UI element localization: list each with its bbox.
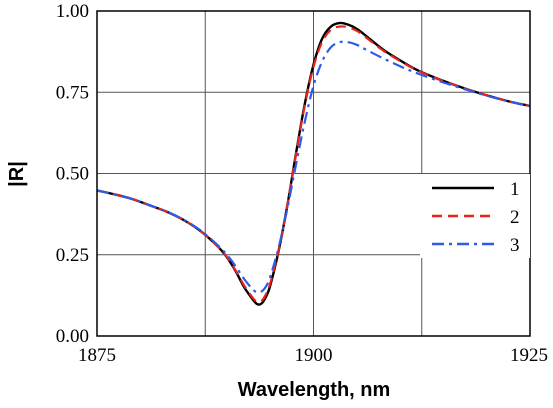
y-axis-label: |R| [6,161,28,187]
y-tick-label: 0.75 [56,82,89,103]
y-tick-labels: 0.00 0.25 0.50 0.75 1.00 [56,1,89,347]
legend-label-2: 2 [510,207,520,228]
legend-label-1: 1 [510,179,520,200]
legend-label-3: 3 [510,235,520,256]
y-tick-label: 1.00 [56,1,89,22]
plot-frame [96,10,531,337]
y-tick-label: 0.25 [56,245,89,266]
grid-lines [97,11,530,336]
x-tick-label: 1900 [295,345,333,366]
legend: 1 2 3 [420,174,530,258]
data-series [96,21,531,306]
series-line-3 [96,40,531,294]
x-tick-label: 1875 [78,345,116,366]
y-tick-label: 0.00 [56,326,89,347]
x-tick-labels: 1875 1900 1925 [78,345,548,366]
y-tick-label: 0.50 [56,164,89,185]
x-axis-label: Wavelength, nm [238,379,391,401]
x-tick-label: 1925 [510,345,548,366]
